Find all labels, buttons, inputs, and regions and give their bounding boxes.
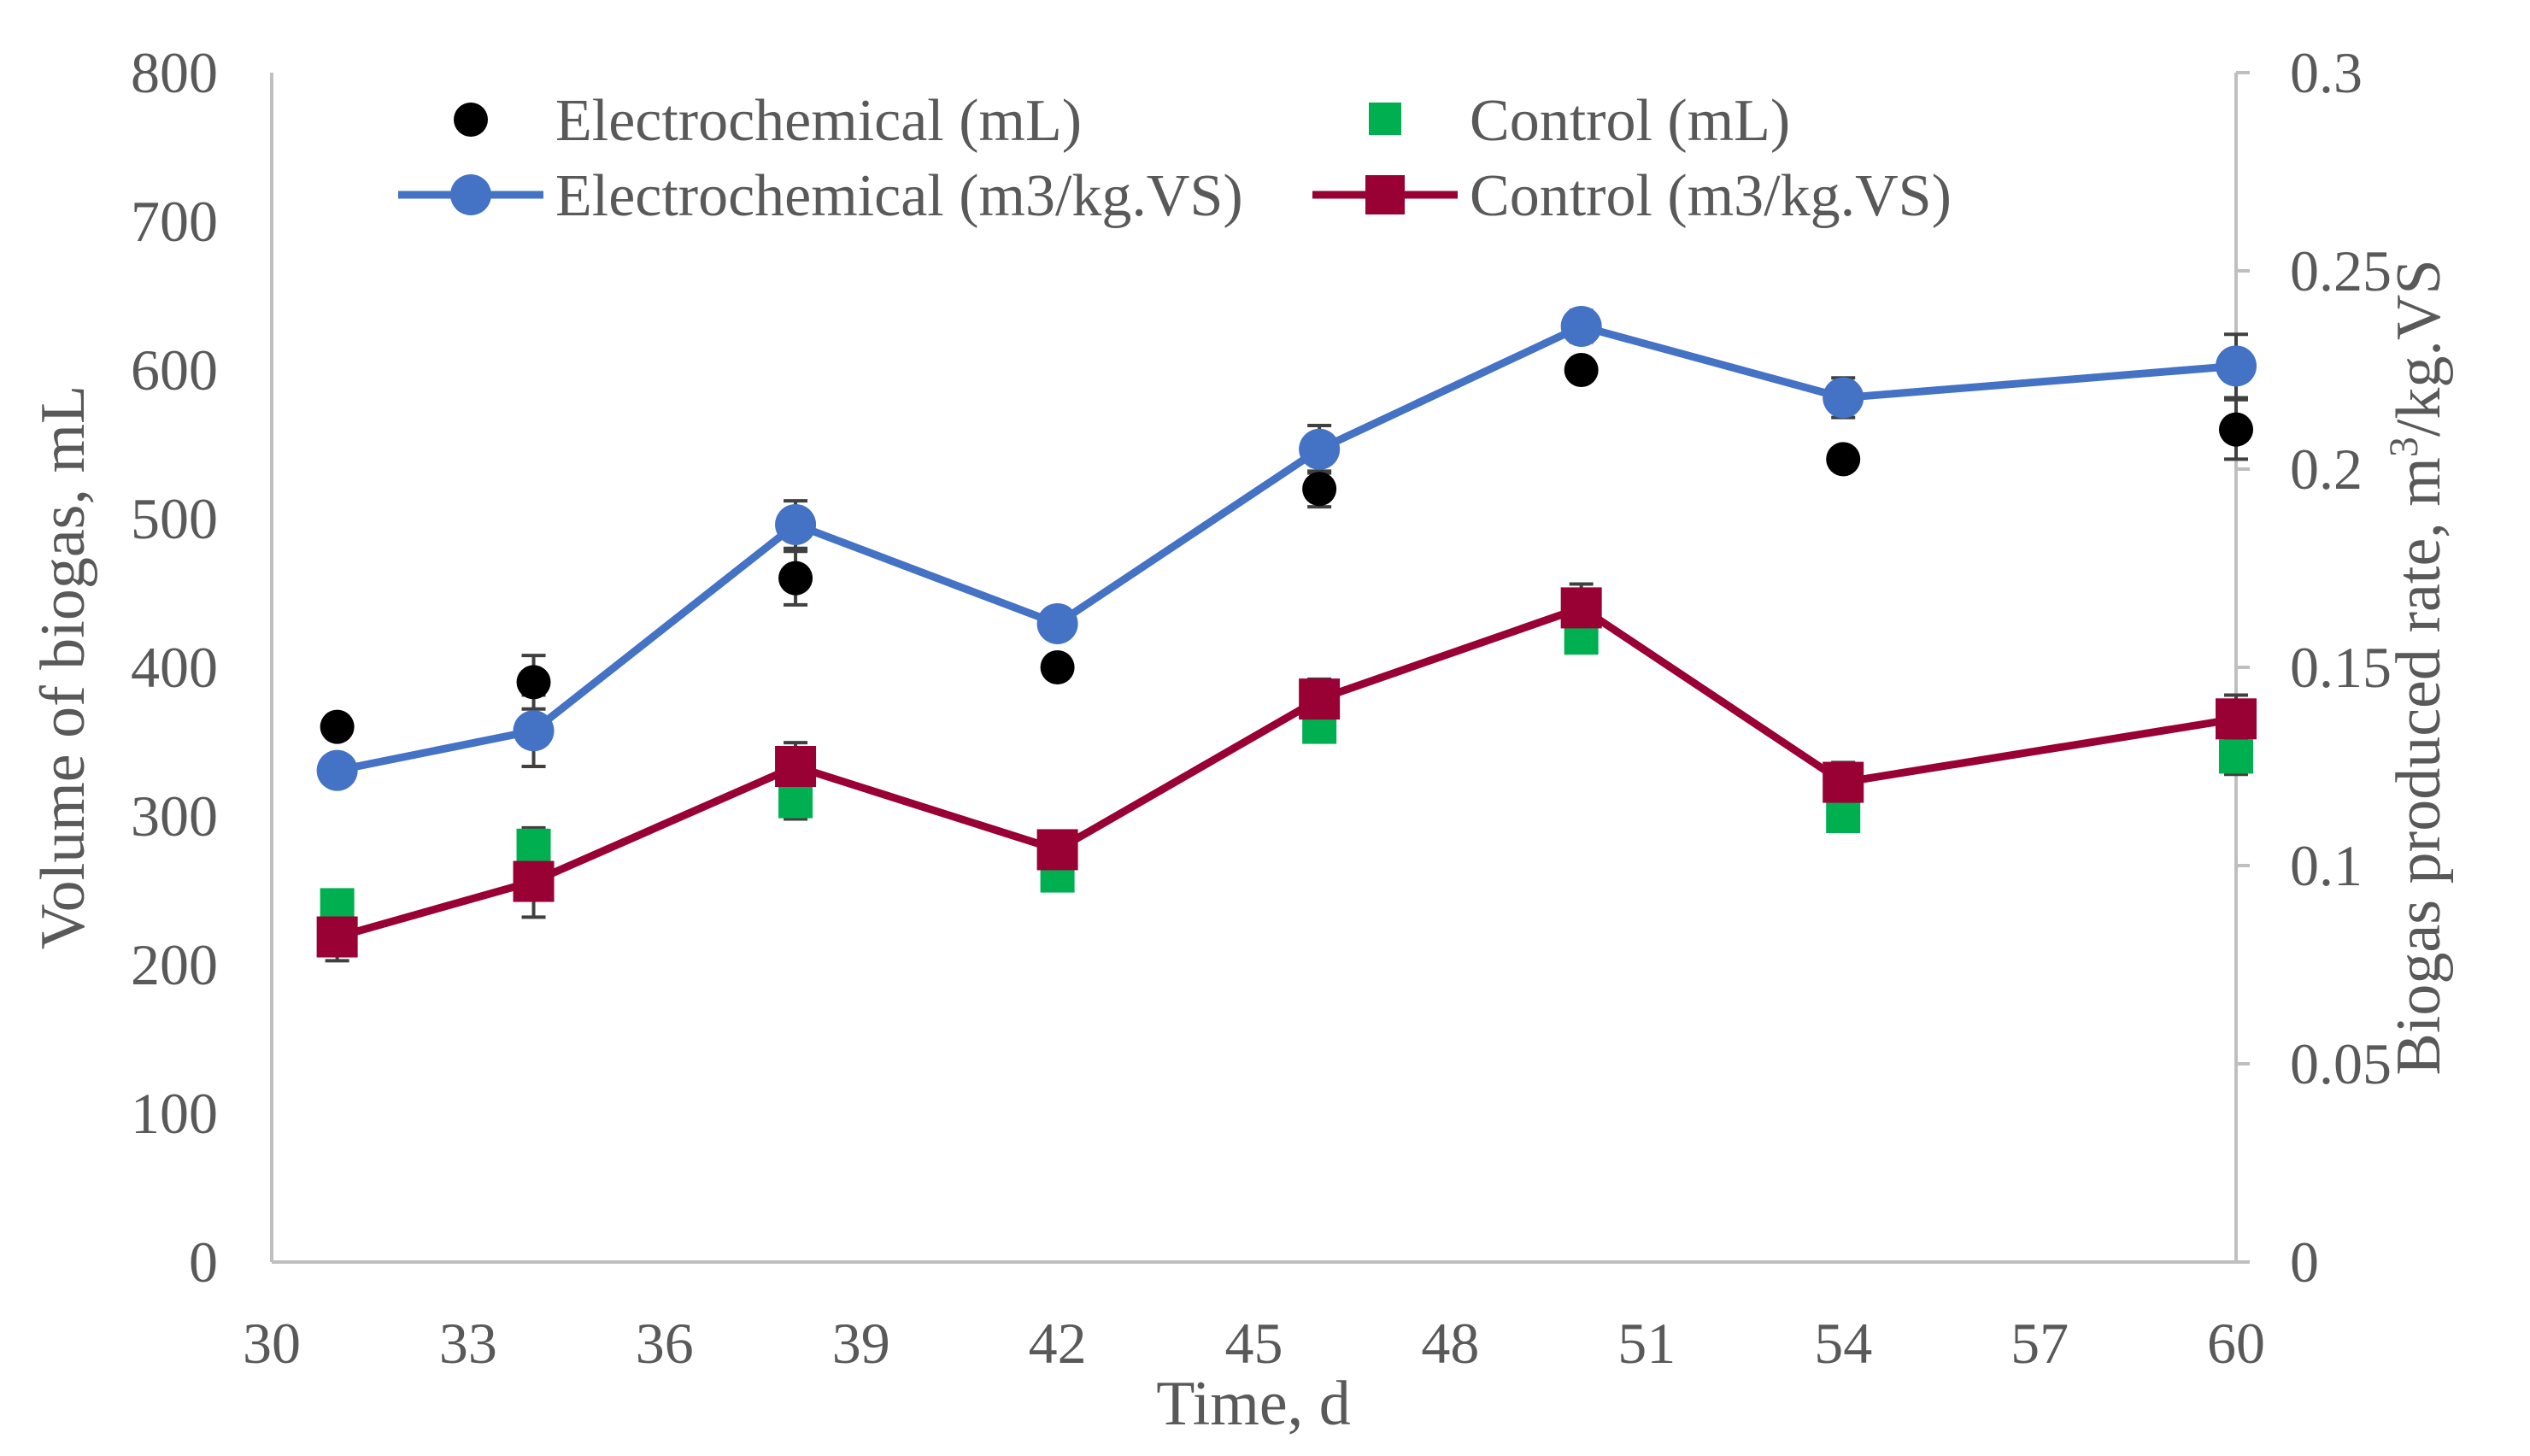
- series-markers: [316, 305, 2257, 958]
- point-electrochemical-m3-kg-vs: [1823, 377, 1864, 419]
- point-electrochemical-ml: [1302, 472, 1337, 507]
- legend-marker-control-rate: [1365, 175, 1405, 214]
- left-tick-label: 500: [131, 486, 218, 551]
- left-tick-label: 400: [131, 635, 218, 700]
- right-tick-label: 0.2: [2290, 437, 2363, 502]
- right-tick-label: 0.25: [2290, 238, 2392, 303]
- point-control-m3-kg-vs: [775, 746, 817, 787]
- right-axis-title: Biogas produced rate, m3/kg.VS: [2381, 260, 2454, 1076]
- point-electrochemical-m3-kg-vs: [1036, 602, 1078, 644]
- point-control-m3-kg-vs: [1299, 678, 1341, 720]
- x-tick-label: 48: [1421, 1311, 1479, 1376]
- legend-marker-electrochemical-rate: [450, 174, 491, 215]
- point-electrochemical-ml: [320, 709, 355, 744]
- point-electrochemical-m3-kg-vs: [513, 710, 555, 752]
- right-tick-label: 0: [2290, 1230, 2319, 1295]
- right-tick-label: 0.15: [2290, 635, 2392, 700]
- x-tick-label: 57: [2010, 1311, 2069, 1376]
- point-electrochemical-ml: [2219, 412, 2253, 447]
- point-control-m3-kg-vs: [1823, 761, 1864, 803]
- x-tick-label: 51: [1617, 1311, 1676, 1376]
- x-tick-label: 42: [1029, 1311, 1087, 1376]
- left-tick-label: 200: [131, 932, 218, 997]
- right-tick-label: 0.1: [2290, 833, 2363, 898]
- point-electrochemical-m3-kg-vs: [1299, 428, 1341, 470]
- point-control-ml: [516, 828, 551, 863]
- right-axis-tick-labels: 0 0.05 0.1 0.15 0.2 0.25 0.3: [2290, 40, 2392, 1295]
- point-electrochemical-m3-kg-vs: [1560, 305, 1602, 347]
- series-line-control-m3-kg-vs: [336, 603, 2237, 941]
- x-tick-label: 33: [439, 1311, 497, 1376]
- right-tick-label: 0.3: [2290, 40, 2363, 105]
- x-tick-label: 30: [243, 1311, 301, 1376]
- left-axis-title: Volume of biogas, mL: [28, 385, 98, 949]
- point-control-m3-kg-vs: [316, 916, 358, 958]
- x-tick-label: 39: [832, 1311, 890, 1376]
- point-control-ml: [2219, 739, 2253, 774]
- right-axis-title-part2: /kg.VS: [2384, 260, 2454, 437]
- point-control-ml: [1826, 799, 1861, 833]
- x-tick-label: 60: [2207, 1311, 2265, 1376]
- x-tick-label: 54: [1814, 1311, 1872, 1376]
- x-axis-title: Time, d: [1156, 1369, 1351, 1439]
- legend: Electrochemical (mL) Control (mL) Electr…: [398, 88, 1952, 229]
- left-tick-label: 300: [131, 784, 218, 848]
- error-bars: [325, 308, 2248, 963]
- point-electrochemical-m3-kg-vs: [316, 749, 358, 791]
- x-tick-label: 36: [636, 1311, 694, 1376]
- point-electrochemical-m3-kg-vs: [2216, 345, 2257, 387]
- legend-label-electrochemical-ml: Electrochemical (mL): [555, 88, 1082, 154]
- point-control-m3-kg-vs: [1560, 587, 1602, 629]
- right-axis-title-part1: Biogas produced rate, m: [2384, 457, 2454, 1075]
- plot-area: [270, 73, 2238, 1264]
- point-electrochemical-m3-kg-vs: [775, 503, 817, 545]
- legend-label-electrochemical-rate: Electrochemical (m3/kg.VS): [555, 163, 1243, 229]
- legend-marker-electrochemical-ml: [454, 103, 488, 137]
- point-control-ml: [778, 784, 813, 819]
- legend-marker-control-ml: [1369, 103, 1401, 135]
- point-control-m3-kg-vs: [513, 860, 555, 902]
- point-electrochemical-ml: [1040, 650, 1075, 684]
- point-electrochemical-ml: [516, 665, 551, 700]
- legend-label-control-rate: Control (m3/kg.VS): [1470, 163, 1952, 229]
- series-line-electrochemical-m3-kg-vs: [336, 322, 2237, 775]
- x-tick-label: 45: [1225, 1311, 1283, 1376]
- point-electrochemical-ml: [1564, 353, 1599, 387]
- x-axis-tick-labels: 30 33 36 39 42 45 48 51 54 57 60: [243, 1311, 2265, 1376]
- point-electrochemical-ml: [778, 561, 813, 596]
- right-tick-label: 0.05: [2290, 1031, 2392, 1096]
- series-lines: [336, 322, 2237, 941]
- point-control-m3-kg-vs: [1036, 829, 1078, 871]
- legend-label-control-ml: Control (mL): [1470, 88, 1790, 154]
- left-axis-tick-labels: 0 100 200 300 400 500 600 700 800: [131, 40, 218, 1295]
- left-tick-label: 800: [131, 40, 218, 105]
- left-tick-label: 700: [131, 189, 218, 254]
- point-control-m3-kg-vs: [2216, 698, 2257, 740]
- left-tick-label: 0: [189, 1230, 218, 1295]
- right-axis-title-superscript: 3: [2381, 437, 2427, 457]
- left-tick-label: 100: [131, 1081, 218, 1146]
- point-electrochemical-ml: [1826, 442, 1861, 477]
- right-axis-tick-marks: [2236, 71, 2250, 1264]
- left-tick-label: 600: [131, 338, 218, 402]
